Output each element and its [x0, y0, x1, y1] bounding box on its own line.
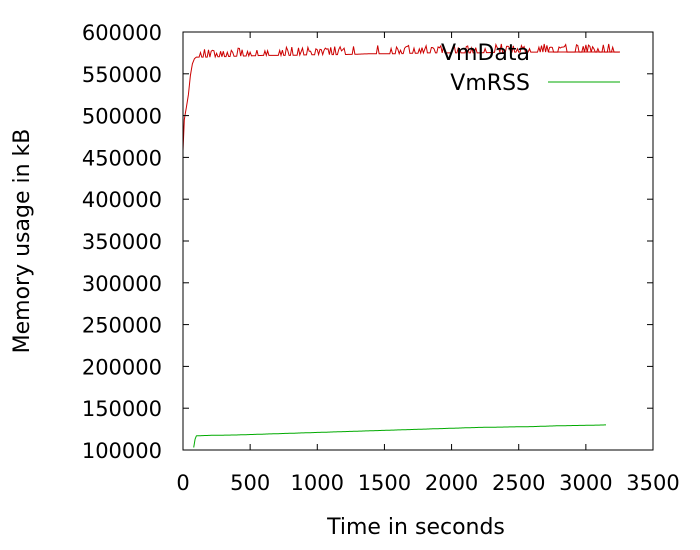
y-tick-label: 350000: [82, 230, 162, 254]
series-vmdata: [182, 42, 620, 151]
y-axis-label: Memory usage in kB: [10, 129, 35, 354]
y-tick-label: 500000: [82, 105, 162, 129]
x-tick-label: 1000: [291, 471, 344, 495]
y-tick-label: 250000: [82, 314, 162, 338]
y-tick-label: 400000: [82, 188, 162, 212]
y-tick-label: 450000: [82, 146, 162, 170]
x-tick-label: 2000: [425, 471, 478, 495]
y-tick-label: 200000: [82, 355, 162, 379]
plot-layer: [182, 42, 620, 448]
y-axis-ticks: 100000 150000 200000 250000 300000 350000 4000…: [82, 21, 653, 463]
x-tick-label: 1500: [358, 471, 411, 495]
series-line-vmrss: [193, 424, 606, 448]
series-vmrss: [193, 424, 606, 448]
series-line-vmdata: [182, 42, 620, 151]
x-axis-ticks: 0 500 1000 1500 2000 2500 3000 3500: [176, 32, 680, 495]
y-tick-label: 150000: [82, 397, 162, 421]
y-tick-label: 100000: [82, 439, 162, 463]
legend: VmData VmRSS: [441, 41, 620, 96]
x-tick-label: 3500: [626, 471, 679, 495]
legend-label-vmdata: VmData: [441, 41, 530, 66]
x-tick-label: 2500: [492, 471, 545, 495]
plot-area-frame: [182, 31, 654, 451]
x-tick-label: 3000: [559, 471, 612, 495]
x-tick-label: 500: [230, 471, 270, 495]
legend-label-vmrss: VmRSS: [450, 71, 530, 96]
x-axis-label: Time in seconds: [326, 515, 505, 540]
y-tick-label: 550000: [82, 63, 162, 87]
y-tick-label: 300000: [82, 272, 162, 296]
x-tick-label: 0: [176, 471, 189, 495]
y-tick-label: 600000: [82, 21, 162, 45]
